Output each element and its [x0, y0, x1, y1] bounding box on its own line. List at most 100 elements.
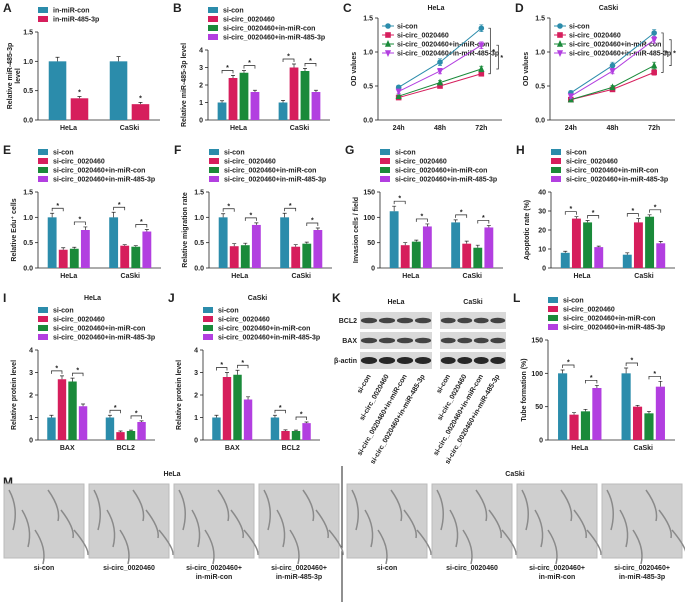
x-tick-label: HeLa [402, 273, 419, 280]
bar [569, 414, 579, 440]
y-tick-label: 0 [29, 438, 33, 445]
point [395, 92, 402, 99]
significance-label: * [460, 209, 463, 216]
bar [560, 252, 570, 268]
legend-marker [557, 23, 563, 29]
legend-swatch [380, 158, 390, 164]
blot-band [378, 357, 396, 364]
panel-label: M [3, 475, 13, 489]
micrograph [346, 483, 428, 559]
error-bar [70, 377, 75, 382]
error-bar [252, 89, 257, 92]
error-bar [235, 369, 240, 375]
significance-bracket [648, 375, 661, 380]
error-bar [658, 380, 663, 387]
significance-label: * [220, 362, 223, 369]
significance-bracket [661, 32, 664, 73]
y-tick-label: 2 [194, 393, 198, 400]
bar [57, 379, 67, 440]
micrograph-tube [34, 529, 45, 565]
x-tick-label: CaSki [634, 273, 654, 280]
micrograph-tube [60, 509, 74, 539]
micrograph-tube [534, 509, 544, 548]
micrograph [601, 483, 683, 559]
legend-label: si-circ_0020460+in-miR-con [53, 168, 145, 175]
y-axis-label: Invasion cells / field [353, 197, 360, 263]
legend-label: si-circ_0020460+in-miR-485-3p [53, 335, 155, 342]
legend-swatch [38, 316, 48, 322]
legend-label: si-circ_0020460+in-miR-485-3p [563, 325, 665, 332]
bar [655, 386, 665, 440]
significance-label: * [567, 360, 570, 367]
bar [656, 243, 666, 268]
y-tick-label: 0.0 [535, 118, 545, 125]
image-label: si-circ_0020460 [103, 565, 155, 572]
blot-strip [440, 332, 506, 349]
point [478, 70, 485, 77]
micrograph-tube [243, 529, 259, 556]
blot-lane-label: si-con [356, 374, 372, 395]
bar [126, 431, 136, 440]
x-tick-label: BAX [225, 445, 240, 452]
legend-label: in-miR-485-3p [53, 17, 99, 24]
y-tick-label: 1 [199, 100, 203, 107]
error-bar [243, 242, 248, 246]
micrograph-tube [230, 509, 244, 539]
x-tick-label: HeLa [571, 445, 588, 452]
y-tick-label: 3 [29, 370, 33, 377]
error-bar [220, 100, 225, 103]
bar [131, 246, 141, 268]
significance-label: * [592, 210, 595, 217]
error-bar [81, 403, 86, 407]
significance-bracket [393, 200, 406, 205]
error-bar [596, 245, 601, 248]
y-tick-label: 10 [538, 247, 546, 254]
bar [120, 245, 130, 268]
bar [240, 245, 250, 268]
legend-swatch [38, 176, 48, 182]
point [651, 36, 658, 44]
legend-swatch [209, 176, 219, 182]
legend-label: si-con [397, 24, 418, 31]
significance-label: * [653, 371, 656, 378]
error-bar [585, 220, 590, 223]
legend-label: si-circ_0020460+in-miR-con [397, 42, 489, 49]
point [609, 62, 616, 69]
blot-band [414, 337, 432, 344]
panel-label: G [345, 143, 354, 157]
legend-label: si-con [53, 308, 74, 315]
micrograph-tube [178, 489, 186, 531]
error-bar [55, 56, 60, 62]
image-group-label: HeLa [163, 471, 180, 478]
bar [270, 417, 280, 440]
legend-label: si-con [224, 150, 245, 157]
y-tick-label: 0.5 [363, 84, 373, 91]
x-tick-label: 72h [475, 125, 487, 132]
y-tick-label: 0 [539, 438, 543, 445]
micrograph-tube [158, 529, 174, 556]
chart-title: HeLa [84, 295, 101, 302]
y-tick-label: 150 [531, 338, 543, 345]
legend-swatch [551, 158, 561, 164]
point [478, 64, 485, 72]
legend-marker [556, 50, 564, 58]
bar [621, 373, 631, 440]
error-bar [636, 218, 641, 223]
x-tick-label: BAX [60, 445, 75, 452]
micrograph-tube [488, 509, 502, 539]
significance-bracket [51, 207, 64, 212]
significance-bracket [626, 213, 639, 217]
micrograph-tube [217, 489, 230, 522]
error-bar [231, 75, 236, 78]
error-bar [116, 56, 121, 62]
chart-title: CaSki [599, 5, 619, 12]
bar [400, 245, 410, 268]
significance-bracket [587, 215, 600, 219]
significance-label: * [56, 203, 59, 210]
image-label: si-con [377, 565, 398, 572]
legend-label: si-circ_0020460 [395, 159, 447, 166]
micrograph-tube [560, 489, 573, 522]
point [651, 30, 657, 36]
bar [250, 92, 260, 120]
